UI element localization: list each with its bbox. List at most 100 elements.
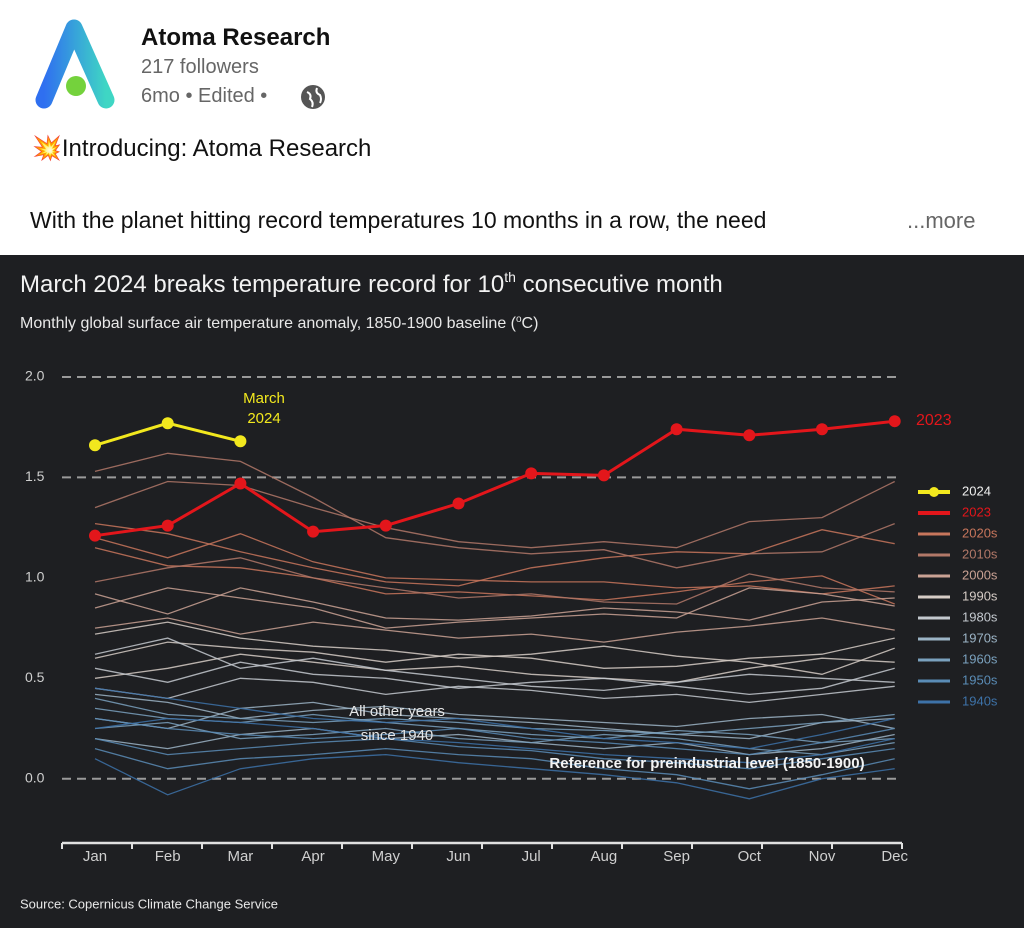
title-text: March 2024 breaks temperature record for… [20, 271, 504, 298]
year-line [94, 653, 895, 683]
year-line [94, 637, 895, 692]
y-tick-label: 1.5 [25, 468, 45, 484]
annotation: March [243, 390, 285, 407]
legend-label: 1960s [962, 651, 998, 666]
legend-label: 1940s [962, 693, 998, 708]
year-line [94, 621, 895, 675]
annotation: since 1940 [361, 727, 434, 744]
subtitle-sup: o [516, 314, 522, 325]
y-tick-label: 0.0 [25, 769, 45, 785]
title-text: consecutive month [516, 271, 723, 298]
chart-background [0, 255, 1024, 928]
point [161, 417, 174, 430]
point [379, 519, 392, 532]
year-line [94, 661, 895, 696]
x-tick-label: May [372, 848, 401, 865]
x-tick-label: Feb [155, 848, 181, 865]
year-line [94, 557, 895, 605]
x-tick-label: Jul [522, 848, 541, 865]
y-tick-label: 1.0 [25, 569, 45, 585]
year-line [94, 697, 895, 736]
globe-icon [301, 85, 325, 109]
legend-label: 2023 [962, 504, 991, 519]
y-tick-label: 0.5 [25, 669, 45, 685]
series-end-label: 2023 [916, 412, 952, 429]
year-line [94, 480, 895, 549]
legend-label: 2000s [962, 567, 998, 582]
point [234, 477, 247, 490]
point [525, 467, 538, 480]
legend-label: 2024 [962, 483, 991, 498]
annotation: Reference for preindustrial level (1850-… [549, 755, 864, 772]
point [743, 429, 756, 442]
point [816, 423, 828, 436]
legend-label: 1970s [962, 630, 998, 645]
point [89, 529, 101, 542]
point [888, 415, 901, 428]
emoji: 💥 [32, 135, 62, 162]
x-tick-label: Oct [738, 848, 762, 865]
source: Source: Copernicus Climate Change Servic… [20, 896, 278, 911]
year-line [94, 717, 895, 756]
legend-label: 1980s [962, 609, 998, 624]
point [670, 423, 683, 436]
legend-label: 2020s [962, 525, 998, 540]
title-sup: th [504, 269, 516, 285]
legend-label: 1990s [962, 588, 998, 603]
x-tick-label: Nov [809, 848, 836, 865]
post-body: With the planet hitting record temperatu… [30, 207, 767, 233]
year-line [94, 452, 895, 569]
chart-title: March 2024 breaks temperature record for… [20, 269, 723, 299]
logo[interactable] [30, 14, 126, 114]
x-tick-label: Sep [663, 848, 690, 865]
x-tick-label: Aug [591, 848, 618, 865]
x-tick-label: Dec [881, 848, 908, 865]
year-line [94, 753, 895, 800]
year-line [94, 587, 895, 621]
year-line [94, 747, 895, 790]
post-meta: 6mo • Edited • [141, 85, 268, 107]
subtitle-text: Monthly global surface air temperature a… [20, 315, 517, 332]
edited: Edited [198, 85, 255, 107]
post-time: 6mo [141, 85, 180, 107]
x-tick-label: Jun [446, 848, 470, 865]
headline-text: Introducing: Atoma Research [61, 135, 372, 162]
x-tick-label: Mar [227, 848, 253, 865]
point [597, 469, 610, 482]
y-tick-label: 2.0 [25, 368, 45, 384]
year-line [94, 587, 895, 629]
point [307, 525, 320, 538]
annotation: 2024 [247, 410, 280, 427]
x-tick-label: Jan [83, 848, 107, 865]
year-line [94, 617, 895, 643]
point [452, 497, 465, 510]
chart-subtitle: Monthly global surface air temperature a… [20, 314, 538, 333]
subtitle-text: C) [522, 315, 539, 332]
year-line [94, 727, 895, 756]
x-tick-label: Apr [301, 848, 324, 865]
legend-label: 2010s [962, 546, 998, 561]
year-line [94, 717, 895, 764]
post-header: Atoma Research 217 followers 6mo • Edite… [0, 0, 1024, 255]
year-line [94, 693, 895, 730]
legend-marker [929, 487, 939, 497]
year-line [94, 677, 895, 704]
year-line [94, 737, 895, 770]
followers: 217 followers [141, 56, 259, 78]
legend-label: 1950s [962, 672, 998, 687]
annotation: All other years [349, 703, 445, 720]
headline: 💥Introducing: Atoma Research [32, 134, 371, 163]
year-line [94, 522, 895, 587]
see-more[interactable]: ...more [907, 208, 976, 233]
point [234, 435, 247, 448]
year-line [94, 547, 895, 605]
point [89, 439, 101, 452]
series-line [94, 419, 895, 538]
year-line [94, 533, 895, 595]
year-line [94, 687, 895, 750]
point [161, 519, 174, 532]
year-line [94, 721, 895, 756]
chart: March 2024 breaks temperature record for… [0, 255, 1024, 928]
author[interactable]: Atoma Research [141, 24, 331, 51]
